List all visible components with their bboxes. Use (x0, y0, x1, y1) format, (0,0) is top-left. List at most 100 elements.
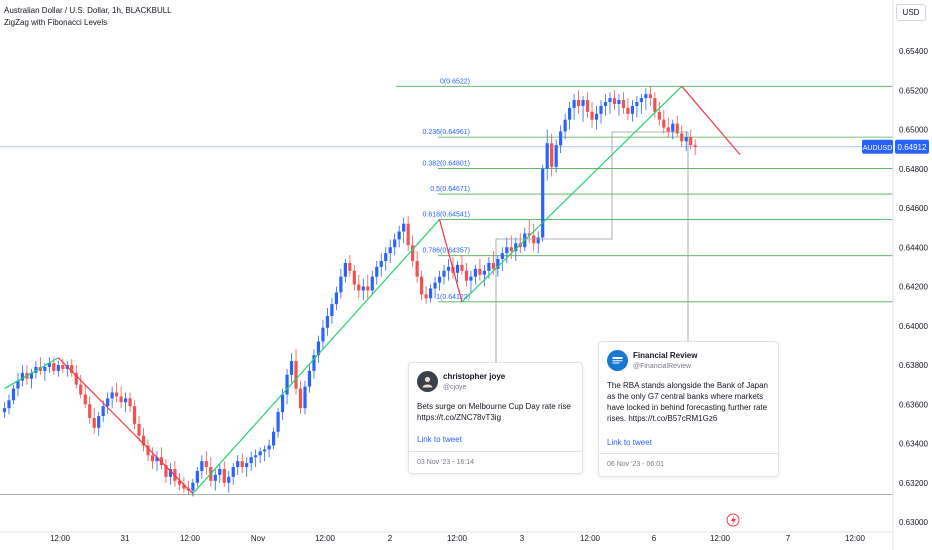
candle-body (361, 286, 365, 291)
candle-body (339, 276, 343, 293)
candle-body (446, 266, 451, 271)
candle-body (532, 235, 536, 244)
candle-body (61, 365, 65, 369)
candle-body (366, 286, 370, 291)
candle-body (231, 467, 235, 477)
candle-body (653, 98, 657, 112)
last-price-label: 0.64912 (898, 143, 927, 152)
candle-body (97, 416, 101, 428)
time-tick-label: 12:00 (50, 534, 71, 543)
candle-body (298, 388, 303, 409)
link-to-tweet[interactable]: Link to tweet (607, 438, 652, 447)
zigzag-segment (57, 357, 194, 494)
candle-body (406, 223, 410, 246)
candle-body (469, 276, 473, 281)
tweet-connectors (495, 131, 689, 362)
time-tick-label: Nov (251, 534, 265, 543)
candle-body (500, 253, 504, 260)
candle-body (155, 457, 159, 462)
candle-body (240, 461, 244, 468)
candle-body (594, 113, 599, 120)
candle-body (514, 243, 518, 252)
currency-button[interactable]: USD (896, 4, 926, 21)
fib-label: 1(0.64122) (436, 294, 470, 301)
candle-body (428, 288, 433, 299)
candle-body (47, 363, 51, 367)
candle-body (455, 264, 460, 273)
candle-body (460, 264, 464, 271)
candle-body (263, 449, 267, 452)
candle-body (630, 105, 634, 114)
candle-body (384, 253, 388, 261)
candlesticks (2, 86, 697, 497)
person-icon (422, 376, 433, 388)
candle-body (258, 451, 262, 456)
time-axis: 12:00 31 12:00 Nov 12:00 2 12:00 3 12:00 6 12:00 7 1… (50, 534, 866, 543)
candle-body (635, 102, 639, 106)
fib-levels: 0(0.6522) 0.236(0.64961) 0.382(0.64801) 0.5… (396, 78, 893, 303)
candle-body (496, 259, 500, 269)
candle-body (83, 394, 87, 405)
candle-body (509, 247, 513, 252)
lightning-icon-glyph (731, 516, 736, 525)
candle-body (375, 266, 379, 277)
link-to-tweet[interactable]: Link to tweet (417, 435, 462, 444)
price-tick-label: 0.63200 (899, 479, 928, 488)
tweet-timestamp: 06 Nov '23 - 06:01 (607, 461, 664, 468)
time-tick-label: 12:00 (580, 534, 601, 543)
candle-body (128, 398, 132, 407)
candle-body (388, 247, 392, 254)
zigzag-segment (4, 357, 59, 390)
tweet-card[interactable]: christopher joye @cjoye Bets surge on Me… (408, 362, 583, 474)
candle-body (43, 366, 47, 371)
candle-body (182, 484, 186, 489)
price-tick-label: 0.64600 (899, 204, 928, 213)
candle-body (2, 408, 7, 413)
candle-body (478, 268, 482, 275)
candle-body (680, 133, 684, 142)
price-tick-label: 0.64000 (899, 322, 928, 331)
candle-body (249, 457, 253, 464)
candle-body (280, 394, 285, 413)
candle-body (119, 396, 123, 403)
candle-body (393, 239, 397, 248)
candle-body (16, 380, 20, 389)
price-tick-label: 0.63600 (899, 400, 928, 409)
price-tick-label: 0.64200 (899, 283, 928, 292)
tweet-connector (495, 238, 567, 362)
candle-body (56, 365, 60, 371)
time-tick-label: 12:00 (180, 534, 201, 543)
candle-body (603, 102, 608, 106)
fib-label: 0(0.6522) (440, 78, 470, 85)
tweet-card[interactable]: Financial Review @FinancialReview The RB… (598, 341, 779, 477)
symbol-badge (862, 139, 893, 154)
candle-body (379, 260, 383, 267)
candle-body (38, 366, 42, 371)
candle-body (617, 100, 621, 104)
fib-label: 0.786(0.64357) (423, 248, 470, 255)
candle-body (213, 474, 217, 481)
price-tick-label: 0.65200 (899, 86, 928, 95)
candle-body (348, 262, 352, 271)
avatar (607, 350, 628, 371)
symbol-label: AUDUSD (863, 145, 893, 152)
candle-body (285, 374, 289, 395)
candle-body (146, 445, 150, 456)
candle-body (352, 270, 356, 285)
candle-body (79, 384, 83, 395)
tweet-handle: @FinancialReview (633, 363, 692, 370)
candle-body (204, 461, 208, 468)
zigzag-segment (192, 219, 440, 494)
indicator-label[interactable]: ZigZag with Fibonacci Levels (4, 18, 108, 27)
candle-body (415, 260, 419, 277)
candle-body (420, 276, 424, 295)
chart-grid (0, 146, 893, 495)
candle-body (370, 276, 374, 291)
candle-body (666, 127, 670, 132)
candle-body (195, 470, 199, 483)
candle-body (644, 94, 648, 99)
candle-body (487, 262, 491, 271)
chart-title: Australian Dollar / U.S. Dollar, 1h, BLA… (4, 6, 172, 15)
